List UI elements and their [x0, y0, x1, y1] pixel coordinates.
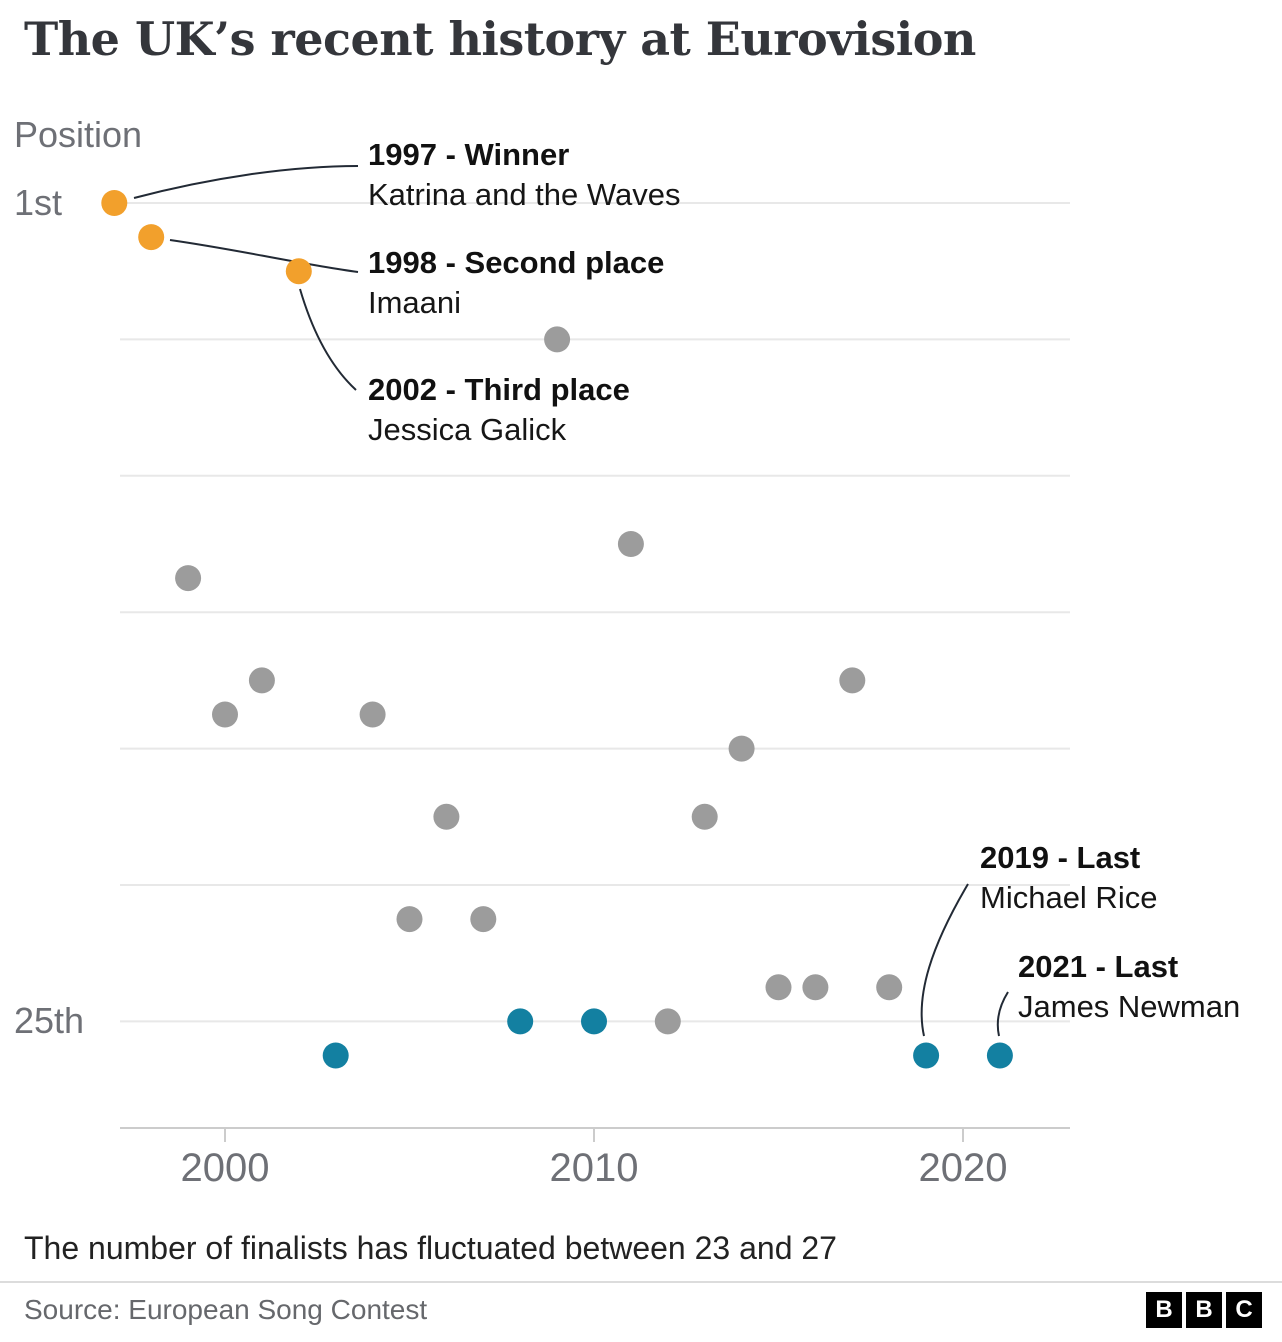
- data-point-2006: [433, 803, 460, 830]
- y-tick-label-25: 25th: [14, 1000, 85, 1042]
- data-point-2015: [765, 974, 792, 1001]
- data-point-2005: [396, 906, 423, 933]
- annotation-connector-2021: [996, 991, 1009, 1037]
- y-axis-title: Position: [14, 114, 143, 155]
- annotation-2021: 2021 - Last James Newman: [1018, 947, 1240, 1027]
- annotation-1997: 1997 - Winner Katrina and the Waves: [368, 135, 680, 215]
- bbc-logo-block-3: C: [1226, 1292, 1262, 1328]
- data-point-2009: [544, 326, 571, 353]
- annotation-title: 1997 - Winner: [368, 137, 570, 172]
- annotation-title: 2021 - Last: [1018, 949, 1179, 984]
- y-tick-label-1: 1st: [14, 182, 63, 223]
- annotation-subtitle: James Newman: [1018, 989, 1241, 1024]
- data-point-2014: [728, 735, 755, 762]
- data-point-2004: [359, 701, 386, 728]
- chart-title: The UK’s recent history at Eurovision: [24, 12, 976, 66]
- bbc-logo-block-2: B: [1186, 1292, 1222, 1328]
- data-point-2001: [248, 667, 275, 694]
- data-point-1998: [138, 224, 165, 251]
- annotation-subtitle: Michael Rice: [980, 880, 1158, 915]
- x-tick-label-2010: 2010: [549, 1146, 639, 1190]
- data-point-2016: [802, 974, 829, 1001]
- annotation-2019: 2019 - Last Michael Rice: [980, 838, 1157, 918]
- data-point-2011: [617, 531, 644, 557]
- data-point-2010: [581, 1008, 607, 1035]
- annotation-1998: 1998 - Second place Imaani: [368, 243, 664, 323]
- annotation-subtitle: Imaani: [368, 285, 462, 320]
- data-point-1999: [175, 565, 202, 592]
- annotation-subtitle: Katrina and the Waves: [368, 177, 681, 212]
- data-point-2021: [986, 1042, 1013, 1069]
- footer-divider: [0, 1281, 1282, 1283]
- bbc-logo-block-1: B: [1146, 1292, 1182, 1328]
- annotation-subtitle: Jessica Galick: [368, 412, 567, 447]
- data-point-2008: [507, 1008, 534, 1035]
- data-point-2000: [212, 701, 238, 728]
- annotation-2002: 2002 - Third place Jessica Galick: [368, 370, 630, 450]
- data-point-2017: [839, 667, 866, 694]
- annotation-connector-2019: [920, 883, 969, 1037]
- annotation-title: 1998 - Second place: [368, 245, 665, 280]
- data-point-2007: [470, 906, 497, 933]
- data-point-2013: [691, 803, 718, 830]
- annotation-title: 2002 - Third place: [368, 372, 630, 407]
- x-tick-label-2000: 2000: [180, 1146, 270, 1190]
- data-point-2019: [913, 1042, 940, 1069]
- annotation-connector-2002: [299, 288, 357, 391]
- annotation-connector-1997: [133, 165, 359, 199]
- source-text: Source: European Song Contest: [24, 1294, 428, 1325]
- data-point-2003: [322, 1042, 349, 1069]
- annotation-connector-1998: [169, 239, 359, 273]
- data-point-1997: [101, 190, 128, 216]
- annotation-title: 2019 - Last: [980, 840, 1141, 875]
- data-point-2018: [876, 974, 903, 1001]
- data-point-2012: [654, 1008, 681, 1035]
- chart-caption: The number of finalists has fluctuated b…: [24, 1230, 837, 1266]
- x-tick-label-2020: 2020: [918, 1146, 1008, 1190]
- data-point-2002: [285, 258, 312, 285]
